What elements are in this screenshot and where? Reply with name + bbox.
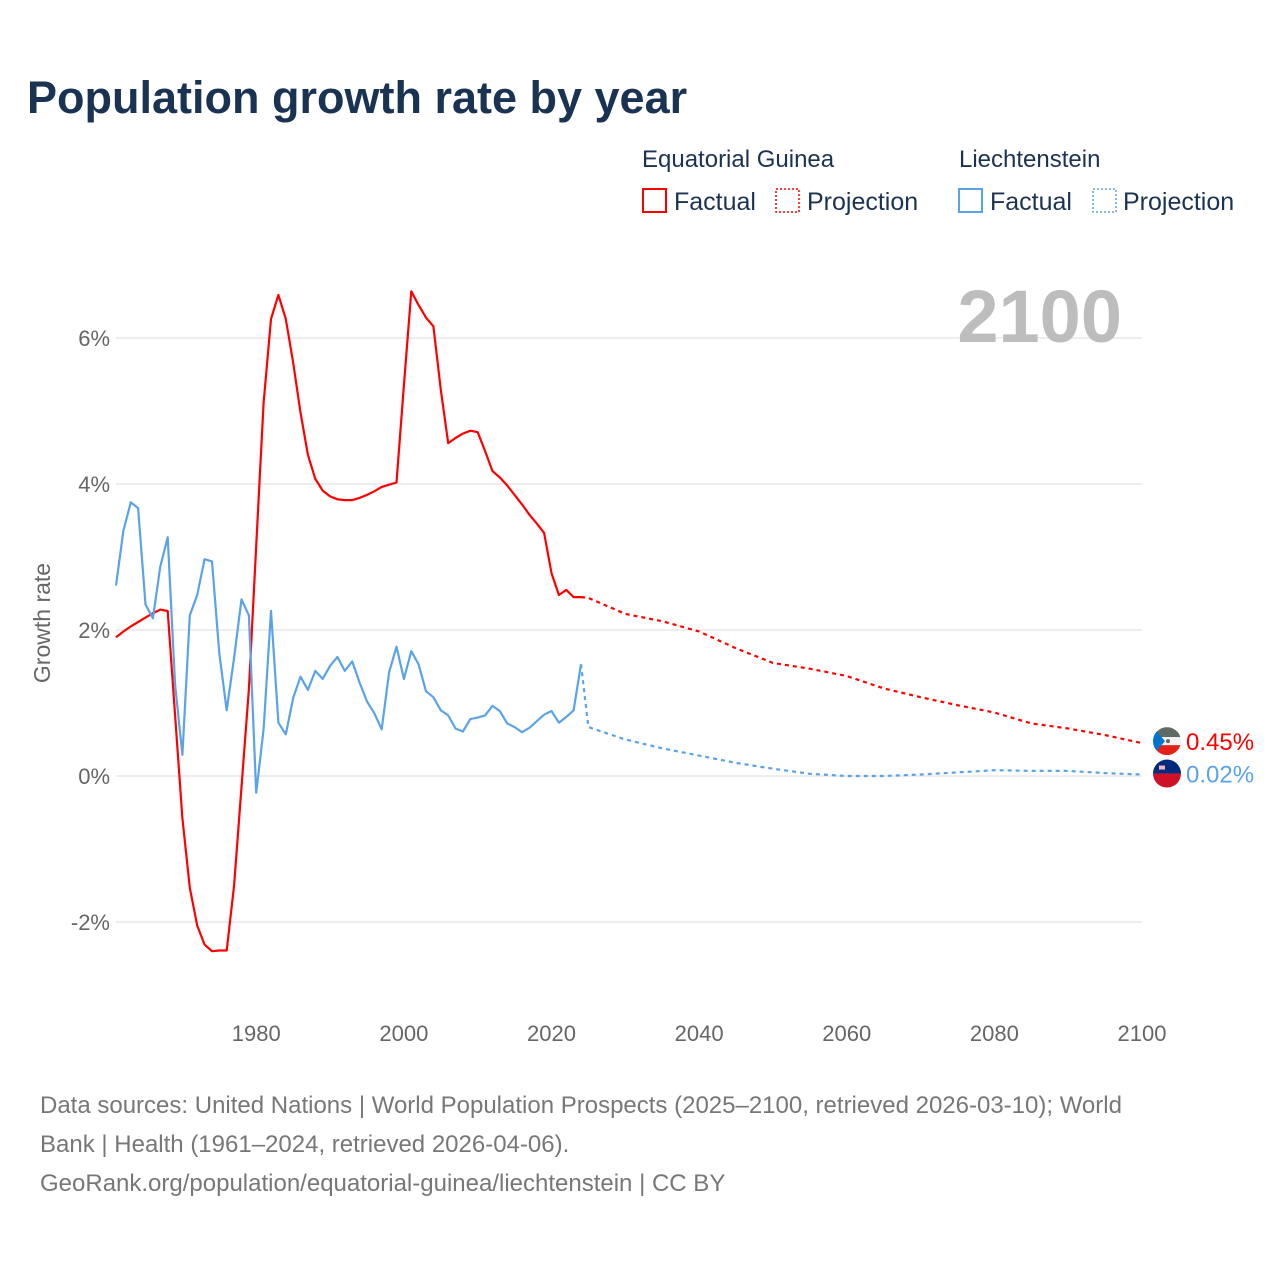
footer: Data sources: United Nations | World Pop…	[40, 1092, 1122, 1197]
series-end-markers: 0.45% 0.02%	[1153, 727, 1254, 789]
flag-crown	[1159, 765, 1165, 770]
current-year-label: 2100	[957, 275, 1122, 358]
y-tick-label: 0%	[78, 764, 110, 789]
x-tick-label: 2040	[675, 1021, 724, 1046]
line-equatorial-guinea-factual	[115, 290, 581, 953]
legend-swatch-li-projection	[1092, 188, 1117, 213]
footer-sources-line1: Data sources: United Nations | World Pop…	[40, 1092, 1122, 1119]
legend-eg-factual[interactable]: Factual	[674, 188, 756, 216]
flag-stripe-green	[1153, 727, 1181, 738]
x-tick-label: 2080	[970, 1021, 1019, 1046]
footer-sources-line2: Bank | Health (1961–2024, retrieved 2026…	[40, 1131, 569, 1158]
x-axis-ticks: 1980 2000 2020 2040 2060 2080 2100	[232, 1021, 1167, 1046]
x-tick-label: 1980	[232, 1021, 281, 1046]
x-tick-label: 2020	[527, 1021, 576, 1046]
x-tick-label: 2100	[1118, 1021, 1167, 1046]
x-tick-label: 2060	[822, 1021, 871, 1046]
legend-swatch-eg-projection	[775, 188, 800, 213]
y-tick-label: -2%	[71, 910, 110, 935]
flag-stripe-red	[1153, 745, 1181, 756]
legend-eg-projection[interactable]: Projection	[807, 188, 918, 216]
flag-emblem	[1166, 739, 1170, 744]
flag-stripe-blue	[1153, 759, 1181, 774]
footer-link[interactable]: GeoRank.org/population/equatorial-guinea…	[40, 1170, 725, 1197]
legend-group-liechtenstein: Liechtenstein	[959, 146, 1100, 173]
y-axis-label: Growth rate	[29, 563, 55, 683]
chart-title: Population growth rate by year	[27, 72, 687, 123]
series-lines	[114, 290, 1143, 953]
legend-li-factual[interactable]: Factual	[990, 188, 1072, 216]
line-liechtenstein-projection	[579, 664, 1143, 778]
x-tick-label: 2000	[379, 1021, 428, 1046]
flag-body	[1153, 759, 1181, 788]
flag-body	[1153, 727, 1181, 756]
flag-stripe-red	[1153, 773, 1181, 788]
legend-group-equatorial-guinea: Equatorial Guinea	[642, 146, 835, 173]
y-tick-label: 4%	[78, 472, 110, 497]
legend-li-projection[interactable]: Projection	[1123, 188, 1234, 216]
line-liechtenstein-factual	[114, 501, 583, 794]
y-axis-ticks: -2% 0% 2% 4% 6%	[71, 326, 110, 935]
y-tick-label: 2%	[78, 618, 110, 643]
end-label-equatorial-guinea: 0.45%	[1186, 729, 1254, 756]
end-label-liechtenstein: 0.02%	[1186, 762, 1254, 789]
flag-equatorial-guinea-icon	[1153, 727, 1181, 756]
legend: Equatorial Guinea Factual Projection Lie…	[642, 146, 1234, 216]
legend-swatch-li-factual	[958, 188, 983, 213]
flag-liechtenstein-icon	[1153, 759, 1181, 788]
y-tick-label: 6%	[78, 326, 110, 351]
legend-swatch-eg-factual	[642, 188, 667, 213]
line-equatorial-guinea-projection	[580, 596, 1143, 745]
gridlines	[116, 337, 1142, 923]
flag-triangle	[1153, 727, 1165, 756]
